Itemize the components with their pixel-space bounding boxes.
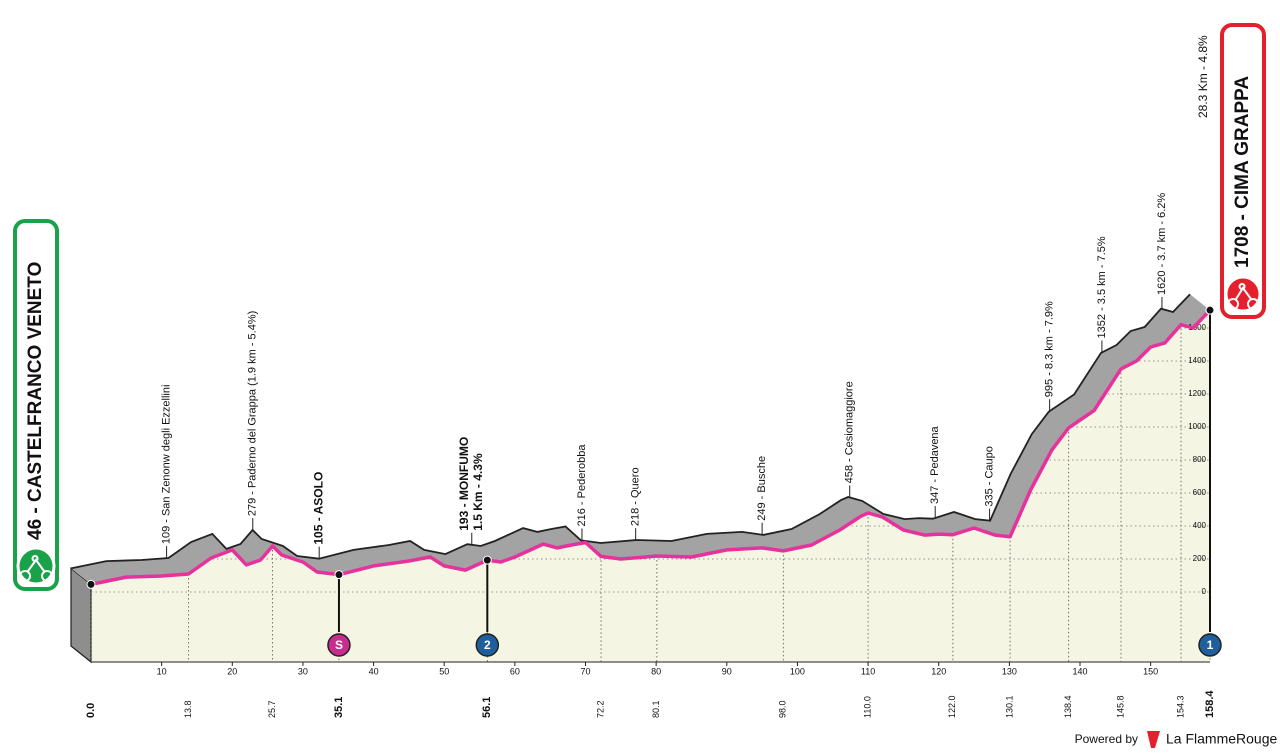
x-tick-label: 10 [157,666,167,676]
x-tick-label: 150 [1143,666,1158,676]
ground-area [91,310,1210,662]
finish-frame [1220,23,1266,319]
footer-brand: La FlammeRouge [1166,731,1277,747]
footer: Powered by La FlammeRouge [1075,731,1277,748]
waypoint-km-label: 56.1 [481,697,493,718]
koms-badge [1198,633,1222,657]
waypoint-km-label: 154.3 [1175,695,1185,718]
annotation-label: 347 - Pedavena [929,425,941,504]
finish-icon [1224,275,1262,313]
start-icon [16,546,56,586]
start-frame [13,219,59,591]
x-tick-label: 90 [722,666,732,676]
y-tick-label: 400 [1193,521,1207,530]
annotation-label: 1620 - 3.7 km - 6.2% [1156,193,1168,295]
waypoint-km-label: 138.4 [1063,695,1073,718]
waypoint-dot [1205,305,1215,315]
waypoint-km-label: 80.1 [651,700,661,718]
waypoint-km-label: 25.7 [267,700,277,718]
x-tick-label: 80 [651,666,661,676]
y-tick-label: 0 [1202,587,1207,596]
x-tick-label: 110 [861,666,875,676]
finish-box: 1708 - CIMA GRAPPA 28.3 Km - 4.8% [1196,23,1266,319]
waypoint-km-label: 0.0 [85,703,97,718]
start-icon-rider [19,555,54,582]
waypoint-km-label: 98.0 [778,700,788,718]
waypoint-dot [482,555,492,565]
annotation-label: 193 - MONFUMO [457,437,471,531]
start-box: 46 - CASTELFRANCO VENETO [13,219,59,591]
floor-edge [70,645,92,663]
x-tick-label: 60 [510,666,520,676]
waypoint-dot [86,579,96,589]
x-tick-label: 140 [1072,666,1087,676]
waypoint-dot [334,570,344,580]
plot: 0 200 400 600 800 1000 1200 1400 1600 0.0 13.8 25.7… [70,193,1222,718]
koms-badge [475,633,500,657]
waypoint-km-label: 130.1 [1004,695,1014,718]
waypoint-km-label: 158.4 [1204,690,1216,718]
profile-top-edge [70,293,1191,570]
sprints-badge [327,633,351,657]
x-tick-label: 120 [931,666,946,676]
y-tick-label: 800 [1193,455,1207,464]
annotation-label: 1352 - 3.5 km - 7.5% [1096,236,1108,338]
sprints-badge-label: S [335,638,343,652]
finish-climb: 28.3 Km - 4.8% [1196,35,1210,118]
annotation-label: 335 - Caupo [983,446,995,507]
x-tick-label: 100 [790,666,805,676]
waypoint-km-label: 110.0 [862,696,872,718]
footer-logo [1147,731,1160,748]
y-tick-label: 1400 [1188,356,1206,365]
finish-icon-rider [1227,283,1260,310]
waypoint-km-label: 13.8 [183,700,193,718]
x-tick-label: 30 [298,666,308,676]
finish-label: 1708 - CIMA GRAPPA [1232,76,1253,268]
x-tick-label: 130 [1002,666,1017,676]
y-tick-label: 1200 [1188,389,1206,398]
waypoint-km-label: 72.2 [595,700,605,718]
x-tick-label: 70 [580,666,590,676]
annotation-label: 105 - ASOLO [311,472,325,545]
waypoint-km-label: 122.0 [947,695,957,718]
y-tick-label: 600 [1193,488,1207,497]
annotation-label: 995 - 8.3 km - 7.9% [1044,301,1056,397]
footer-powered: Powered by [1075,732,1138,746]
annotation-label: 1.5 Km - 4.3% [471,453,485,531]
y-tick-label: 1600 [1188,323,1206,332]
annotation-label: 458 - Cesiomaggiore [844,381,856,483]
annotation-label: 249 - Busche [756,456,768,521]
annotation-label: 218 - Quero [630,467,642,526]
koms-badge-label: 2 [484,638,491,652]
profile-side [71,294,1210,585]
annotation-label: 216 - Pederobba [576,444,588,527]
koms-badge-label: 1 [1207,638,1214,652]
start-label: 46 - CASTELFRANCO VENETO [25,262,46,540]
x-tick-label: 20 [227,666,237,676]
waypoint-km-label: 145.8 [1115,695,1125,718]
x-tick-label: 50 [439,666,449,676]
waypoint-km-label: 35.1 [333,697,345,718]
annotation-label: 279 - Paderno del Grappa (1.9 km - 5.4%) [247,311,259,516]
profile-line [90,308,1212,587]
y-tick-label: 1000 [1188,422,1206,431]
annotation-label: 109 - San Zenonw degli Ezzellini [160,385,172,545]
x-tick-label: 40 [369,666,379,676]
y-tick-label: 200 [1193,554,1207,563]
